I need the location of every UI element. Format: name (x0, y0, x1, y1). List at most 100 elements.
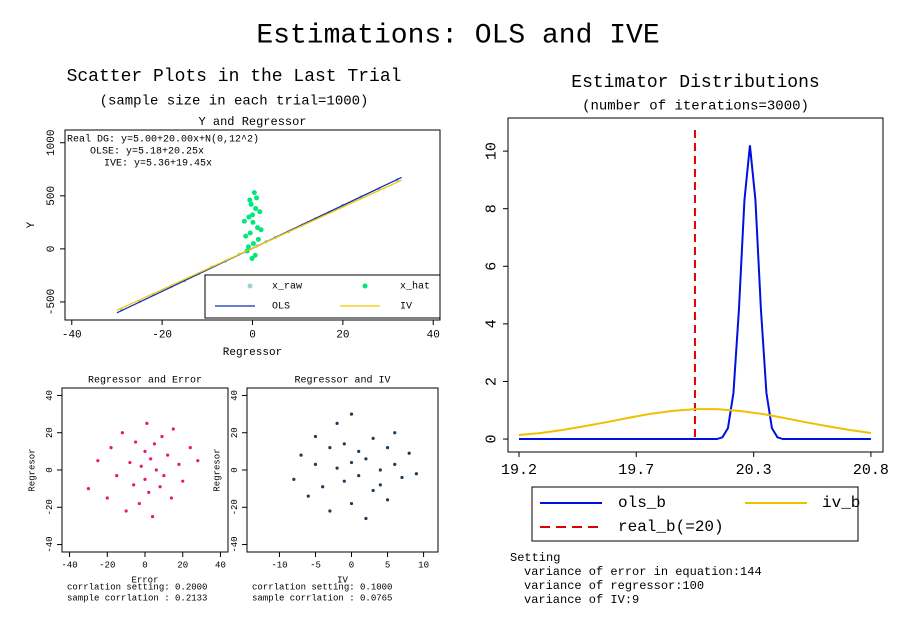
scatter-point (139, 464, 143, 468)
x-tick-label: -40 (61, 561, 77, 571)
scatter-point (249, 255, 255, 261)
scatter-heading: Scatter Plots in the Last Trial (67, 67, 402, 87)
legend-label: ols_b (618, 494, 666, 512)
scatter-point (357, 473, 361, 478)
y-tick-label: 4 (483, 319, 500, 328)
scatter-point (154, 468, 158, 472)
x-tick-label: 40 (427, 330, 440, 342)
x-tick-label: -10 (271, 561, 287, 571)
scatter-point (181, 479, 185, 483)
legend-label: x_raw (272, 282, 302, 293)
scatter-point (149, 457, 153, 461)
chart-subtitle: (number of iterations=3000) (582, 99, 809, 115)
y-tick-label: -20 (45, 499, 55, 515)
scatter-point (328, 446, 332, 450)
annotation: OLSE: y=5.18+20.25x (90, 147, 204, 158)
scatter-point (115, 473, 119, 478)
scatter-point (171, 427, 175, 431)
y-tick-label: 20 (45, 427, 55, 438)
scatter-point (254, 225, 260, 231)
scatter-point (132, 483, 136, 487)
scatter-point (247, 197, 253, 203)
y-tick-label: -40 (45, 536, 55, 552)
scatter-point (241, 218, 247, 224)
scatter-point (152, 442, 157, 446)
y-axis-label: Regresor (27, 448, 37, 491)
y-tick-label: 1000 (46, 130, 58, 156)
x-tick-label: 0 (349, 561, 354, 571)
note: corrlation setting: 0.1000 (252, 582, 392, 592)
scatter-point (177, 462, 181, 467)
scatter-point (128, 460, 132, 465)
scatter-point (137, 501, 141, 506)
scatter-point (342, 442, 346, 446)
legend-label: iv_b (822, 494, 860, 512)
scatter-point (342, 479, 346, 483)
scatter-point (364, 516, 368, 521)
chart-title: Estimator Distributions (571, 73, 819, 93)
y-tick-label: 0 (230, 467, 240, 472)
scatter-point (299, 453, 303, 457)
scatter-point (251, 190, 257, 196)
scatter-point (335, 421, 339, 426)
scatter-point (371, 436, 375, 440)
scatter-point (292, 477, 296, 481)
x-axis-label: Regressor (223, 347, 282, 359)
y-axis-label: Y (26, 221, 38, 228)
scatter-point (313, 462, 318, 467)
scatter-point (400, 475, 404, 480)
scatter-point (162, 473, 166, 478)
series-line (116, 179, 402, 311)
chart-title: Regressor and Error (88, 375, 202, 387)
y-tick-label: 0 (483, 435, 500, 444)
scatter-point (306, 494, 310, 498)
y-tick-label: 2 (483, 377, 500, 386)
scatter-point (313, 434, 318, 439)
chart-title: Y and Regressor (198, 115, 306, 129)
scatter-point (335, 466, 339, 470)
scatter-point (145, 421, 149, 426)
x-tick-label: -20 (99, 561, 115, 571)
y-tick-label: -40 (230, 536, 240, 552)
scatter-point (169, 496, 174, 500)
x-tick-label: -40 (62, 330, 82, 342)
scatter-subheading: (sample size in each trial=1000) (100, 94, 369, 110)
x-tick-label: 20.8 (853, 462, 889, 479)
x-tick-label: 20.3 (736, 462, 772, 479)
y-tick-label: 6 (483, 262, 500, 271)
scatter-point (150, 514, 155, 519)
scatter-point (133, 440, 138, 444)
scatter-point (109, 446, 113, 450)
x-tick-label: -5 (310, 561, 321, 571)
series-line (518, 408, 872, 437)
x-tick-label: 19.7 (618, 462, 654, 479)
x-tick-label: 5 (385, 561, 390, 571)
scatter-point (143, 449, 147, 453)
scatter-point (143, 477, 147, 481)
scatter-point (252, 252, 258, 258)
legend-swatch (362, 283, 368, 289)
scatter-point (250, 241, 256, 247)
note: corrlation setting: 0.2000 (67, 582, 207, 592)
y-tick-label: -20 (230, 499, 240, 515)
scatter-point (250, 212, 255, 218)
scatter-point (357, 449, 361, 453)
scatter-point (378, 468, 382, 472)
x-tick-label: 20 (177, 561, 188, 571)
scatter-point (120, 431, 124, 435)
scatter-point (371, 488, 375, 493)
legend-label: real_b(=20) (618, 518, 724, 536)
scatter-point (393, 462, 397, 467)
scatter-point (385, 498, 390, 502)
scatter-point (248, 201, 254, 207)
y-axis-label: Regresor (212, 448, 222, 491)
scatter-point (188, 446, 192, 450)
scatter-point (255, 236, 261, 242)
x-axis-label: Error (131, 575, 158, 585)
scatter-point (385, 446, 390, 450)
y-tick-label: 20 (230, 427, 240, 438)
scatter-point (124, 509, 128, 513)
scatter-point (253, 206, 259, 212)
scatter-point (105, 496, 109, 500)
